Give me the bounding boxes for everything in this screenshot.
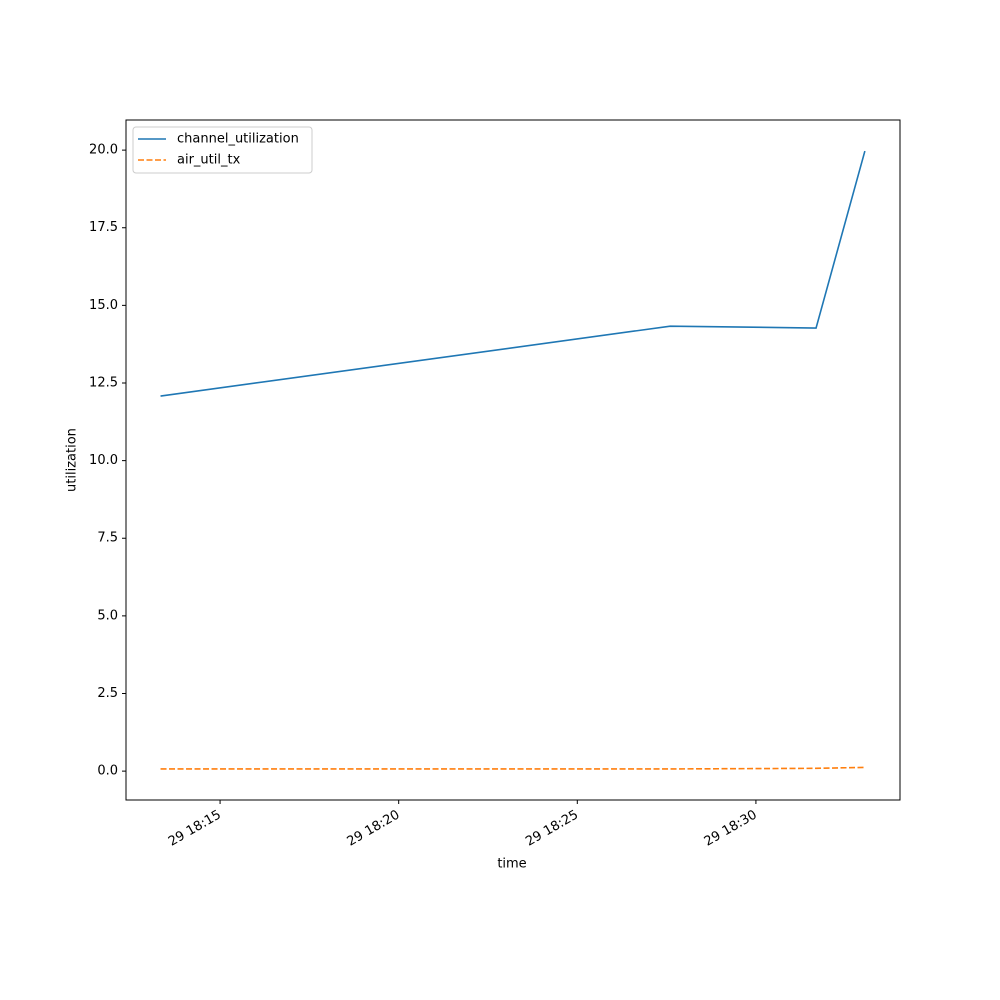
y-tick-label: 10.0 xyxy=(89,453,118,468)
y-tick-label: 12.5 xyxy=(89,375,118,390)
legend-label: air_util_tx xyxy=(177,153,241,168)
plot-frame xyxy=(125,119,901,801)
x-axis-label: time xyxy=(497,857,526,872)
legend-label: channel_utilization xyxy=(177,132,299,147)
y-tick-label: 17.5 xyxy=(89,220,118,235)
legend-box xyxy=(132,126,313,174)
line xyxy=(160,150,866,397)
y-tick-label: 15.0 xyxy=(89,298,118,313)
y-tick-label: 0.0 xyxy=(97,764,118,779)
y-tick-label: 20.0 xyxy=(89,143,118,158)
y-tick-label: 7.5 xyxy=(97,531,118,546)
y-axis-label: utilization xyxy=(65,428,80,492)
line xyxy=(160,766,865,770)
y-tick-label: 5.0 xyxy=(97,608,118,623)
y-tick-label: 2.5 xyxy=(97,686,118,701)
